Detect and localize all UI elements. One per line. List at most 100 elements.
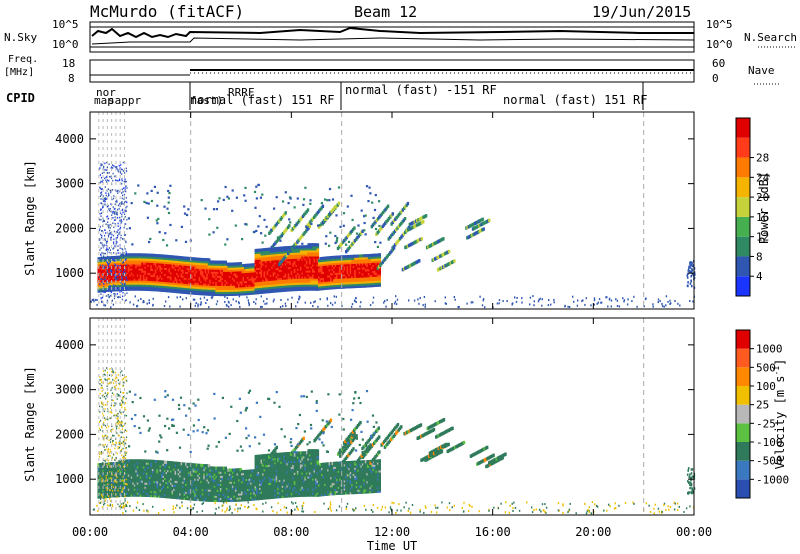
power-echo-cell (108, 276, 111, 280)
power-echo-cell (99, 279, 102, 283)
power-echo-cell (158, 280, 161, 284)
power-echo-cell (125, 210, 127, 212)
power-echo-cell (105, 176, 107, 179)
power-echo-cell (186, 281, 190, 285)
power-echo-cell (192, 279, 196, 283)
power-echo-cell (174, 283, 178, 287)
power-echo-cell (111, 198, 113, 201)
power-echo-cell (188, 281, 191, 285)
power-echo-cell (446, 262, 450, 267)
power-echo-cell (147, 275, 150, 279)
power-echo-cell (349, 254, 353, 259)
power-echo-cell (101, 230, 103, 232)
power-echo-cell (161, 284, 164, 288)
power-echo-cell (204, 270, 208, 274)
power-echo-cell (289, 258, 292, 262)
power-echo-cell (157, 217, 160, 220)
power-echo-cell (304, 249, 307, 253)
power-echo-cell (156, 256, 159, 260)
power-echo-cell (268, 279, 271, 284)
power-echo-cell (370, 267, 374, 272)
power-echo-cell (384, 207, 387, 212)
velocity-echo-cell (105, 484, 108, 488)
power-echo-cell (690, 261, 692, 264)
power-echo-cell (305, 277, 309, 281)
power-echo-cell (259, 262, 262, 266)
power-echo-cell (263, 276, 267, 280)
power-echo-cell (194, 291, 197, 295)
power-echo-cell (116, 179, 118, 182)
power-echo-cell (221, 286, 224, 290)
power-echo-cell (361, 270, 365, 274)
power-echo-cell (119, 179, 121, 182)
power-echo-cell (121, 265, 125, 269)
power-echo-cell (354, 300, 356, 303)
power-echo-cell (126, 281, 129, 285)
power-echo-cell (253, 275, 256, 279)
power-echo-cell (373, 257, 377, 261)
power-echo-cell (195, 267, 199, 271)
power-echo-cell (198, 290, 202, 294)
power-echo-cell (308, 261, 312, 265)
power-echo-cell (289, 282, 292, 286)
power-echo-cell (219, 268, 223, 272)
power-echo-cell (241, 270, 244, 274)
power-echo-cell (277, 250, 280, 254)
power-echo-cell (692, 264, 694, 268)
power-echo-cell (262, 286, 265, 290)
power-y-tick-label: 3000 (55, 177, 84, 191)
power-echo-cell (281, 250, 285, 254)
power-echo-cell (99, 186, 101, 189)
power-echo-cell (188, 275, 191, 279)
power-echo-cell (325, 278, 329, 282)
power-echo-cell (122, 248, 124, 251)
power-echo-cell (244, 269, 247, 274)
power-echo-cell (139, 259, 143, 263)
power-echo-cell (110, 236, 112, 239)
power-echo-cell (156, 258, 159, 262)
power-echo-cell (287, 246, 291, 250)
power-echo-cell (117, 245, 119, 247)
power-echo-cell (167, 256, 170, 261)
power-echo-cell (154, 276, 158, 280)
power-echo-cell (312, 263, 315, 267)
velocity-echo-cell (109, 468, 113, 472)
power-echo-cell (424, 214, 428, 218)
power-echo-cell (154, 258, 158, 262)
power-echo-cell (170, 279, 173, 283)
power-echo-cell (198, 275, 202, 280)
power-echo-cell (215, 268, 218, 272)
power-echo-cell (135, 271, 138, 275)
power-echo-cell (691, 284, 693, 288)
power-echo-cell (159, 258, 163, 262)
power-echo-cell (370, 273, 374, 278)
power-echo-cell (291, 296, 293, 299)
power-echo-cell (197, 279, 200, 283)
power-echo-cell (476, 224, 480, 229)
power-echo-cell (378, 257, 381, 261)
power-echo-cell (310, 273, 314, 277)
power-echo-cell (118, 275, 122, 279)
power-echo-cell (218, 272, 221, 276)
power-echo-cell (111, 264, 114, 268)
power-echo-cell (343, 261, 347, 265)
power-echo-cell (593, 297, 596, 300)
power-echo-cell (357, 282, 360, 286)
power-echo-cell (343, 259, 347, 263)
power-echo-cell (272, 265, 276, 269)
power-echo-cell (112, 248, 114, 250)
power-echo-cell (130, 275, 134, 279)
power-echo-cell (308, 224, 312, 229)
power-echo-cell (253, 301, 255, 303)
power-echo-cell (352, 254, 356, 258)
power-echo-cell (147, 285, 150, 289)
power-echo-cell (179, 288, 182, 292)
power-echo-cell (661, 305, 664, 308)
power-echo-cell (304, 257, 307, 261)
power-echo-cell (139, 253, 143, 257)
power-echo-cell (272, 283, 276, 287)
power-echo-cell (228, 288, 232, 292)
power-echo-cell (272, 275, 276, 279)
power-echo-cell (239, 276, 243, 280)
power-echo-cell (148, 271, 152, 275)
